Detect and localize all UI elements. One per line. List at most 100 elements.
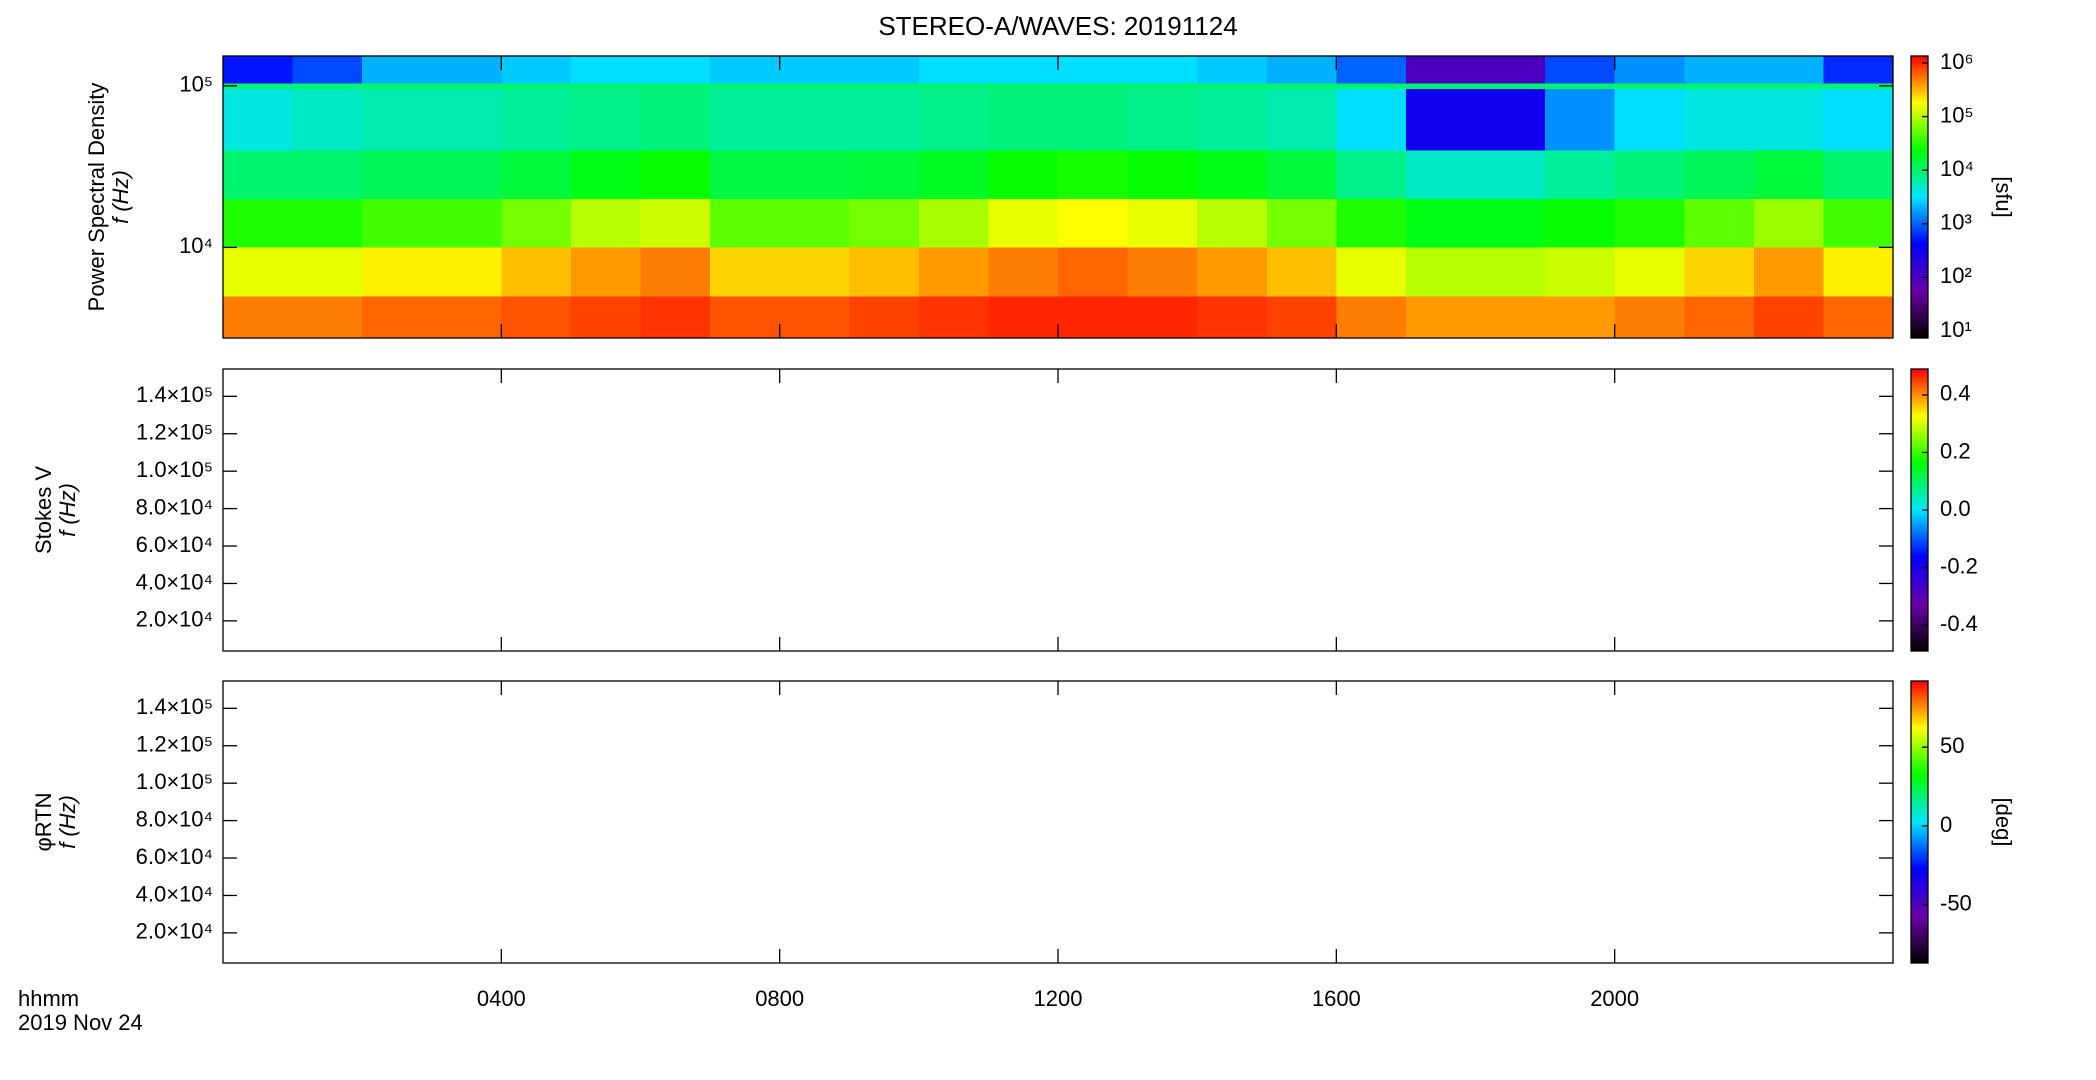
heatmap-cell xyxy=(1545,198,1616,248)
y-axis-label: f (Hz) xyxy=(55,795,80,849)
heatmap-cell xyxy=(1753,296,1824,339)
heatmap-cell xyxy=(570,88,641,151)
heatmap-cell xyxy=(640,56,711,84)
heatmap-cell xyxy=(362,296,433,339)
heatmap-cell xyxy=(1266,150,1337,200)
heatmap-cell xyxy=(779,88,850,151)
colorbar-tick-label: 10¹ xyxy=(1940,317,1972,342)
heatmap-cell xyxy=(362,198,433,248)
heatmap-cell xyxy=(1336,83,1407,90)
heatmap-cell xyxy=(1475,56,1546,84)
heatmap-cell xyxy=(501,88,572,151)
heatmap-cell xyxy=(1823,247,1894,297)
heatmap-cell xyxy=(849,88,920,151)
heatmap-cell xyxy=(570,247,641,297)
y-tick-label: 2.0×10⁴ xyxy=(136,919,213,944)
heatmap-cell xyxy=(1684,150,1755,200)
heatmap-cell xyxy=(1336,56,1407,84)
y-axis-label: f (Hz) xyxy=(108,170,133,224)
y-tick-label: 1.4×10⁵ xyxy=(136,382,213,407)
heatmap-cell xyxy=(1266,247,1337,297)
heatmap-cell xyxy=(710,88,781,151)
y-tick-label: 4.0×10⁴ xyxy=(136,881,213,906)
heatmap-cell xyxy=(640,83,711,90)
heatmap-cell xyxy=(1823,88,1894,151)
heatmap-cell xyxy=(918,88,989,151)
heatmap-cell xyxy=(431,247,502,297)
heatmap-cell xyxy=(431,56,502,84)
heatmap-cell xyxy=(1058,83,1129,90)
heatmap-cell xyxy=(1336,198,1407,248)
colorbar-label: [deg] xyxy=(1991,798,2016,847)
heatmap-cell xyxy=(640,296,711,339)
colorbar xyxy=(1911,369,1928,651)
heatmap-cell xyxy=(223,83,294,90)
heatmap-cell xyxy=(1058,296,1129,339)
heatmap-cell xyxy=(1266,88,1337,151)
heatmap-cell xyxy=(501,83,572,90)
heatmap-cell xyxy=(1475,88,1546,151)
heatmap-cell xyxy=(1614,296,1685,339)
heatmap-cell xyxy=(849,296,920,339)
heatmap-cell xyxy=(292,150,363,200)
heatmap-cell xyxy=(1336,88,1407,151)
heatmap-cell xyxy=(1475,198,1546,248)
heatmap-cell xyxy=(640,247,711,297)
heatmap-cell xyxy=(1058,150,1129,200)
y-tick-label: 6.0×10⁴ xyxy=(136,844,213,869)
heatmap-cell xyxy=(1823,56,1894,84)
heatmap-cell xyxy=(1545,296,1616,339)
colorbar-tick-label: 50 xyxy=(1940,733,1964,758)
heatmap-cell xyxy=(1614,198,1685,248)
heatmap-cell xyxy=(223,56,294,84)
y-axis-label: f (Hz) xyxy=(55,483,80,537)
colorbar-tick-label: 0 xyxy=(1940,812,1952,837)
heatmap-cell xyxy=(849,247,920,297)
heatmap-cell xyxy=(223,198,294,248)
heatmap-cell xyxy=(1823,296,1894,339)
heatmap-cell xyxy=(918,296,989,339)
heatmap-cell xyxy=(570,56,641,84)
heatmap-cell xyxy=(1127,198,1198,248)
heatmap-cell xyxy=(779,56,850,84)
colorbar-label: [sfu] xyxy=(1991,176,2016,218)
heatmap-cell xyxy=(849,150,920,200)
colorbar-tick-label: -0.2 xyxy=(1940,553,1978,578)
x-tick-label: 1600 xyxy=(1312,986,1361,1011)
heatmap-cell xyxy=(640,150,711,200)
heatmap-cell xyxy=(988,56,1059,84)
y-tick-label: 2.0×10⁴ xyxy=(136,607,213,632)
heatmap-cell xyxy=(1405,150,1476,200)
heatmap-cell xyxy=(570,296,641,339)
heatmap-cell xyxy=(710,296,781,339)
heatmap-cell xyxy=(292,83,363,90)
heatmap-cell xyxy=(1266,198,1337,248)
colorbar-tick-label: 10⁵ xyxy=(1940,102,1974,127)
heatmap-cell xyxy=(1197,296,1268,339)
heatmap-cell xyxy=(223,296,294,339)
heatmap-cell xyxy=(988,83,1059,90)
heatmap-cell xyxy=(1753,56,1824,84)
heatmap-cell xyxy=(918,198,989,248)
heatmap-cell xyxy=(1405,198,1476,248)
y-tick-label: 6.0×10⁴ xyxy=(136,532,213,557)
heatmap-cell xyxy=(640,88,711,151)
heatmap-cell xyxy=(431,83,502,90)
x-tick-label: 0400 xyxy=(477,986,526,1011)
heatmap-cell xyxy=(1266,56,1337,84)
heatmap-cell xyxy=(640,198,711,248)
heatmap-cell xyxy=(918,56,989,84)
y-tick-label: 1.2×10⁵ xyxy=(136,732,213,757)
heatmap-cell xyxy=(1475,150,1546,200)
heatmap-cell xyxy=(710,150,781,200)
heatmap-cell xyxy=(570,150,641,200)
y-tick-label: 4.0×10⁴ xyxy=(136,569,213,594)
heatmap-cell xyxy=(1684,198,1755,248)
heatmap-cell xyxy=(1058,56,1129,84)
heatmap-cell xyxy=(1405,88,1476,151)
plot-frame xyxy=(222,368,1894,652)
heatmap-cell xyxy=(570,198,641,248)
heatmap-cell xyxy=(1545,247,1616,297)
colorbar-tick-label: 10³ xyxy=(1940,210,1972,235)
colorbar-tick-label: 10⁶ xyxy=(1940,49,1974,74)
